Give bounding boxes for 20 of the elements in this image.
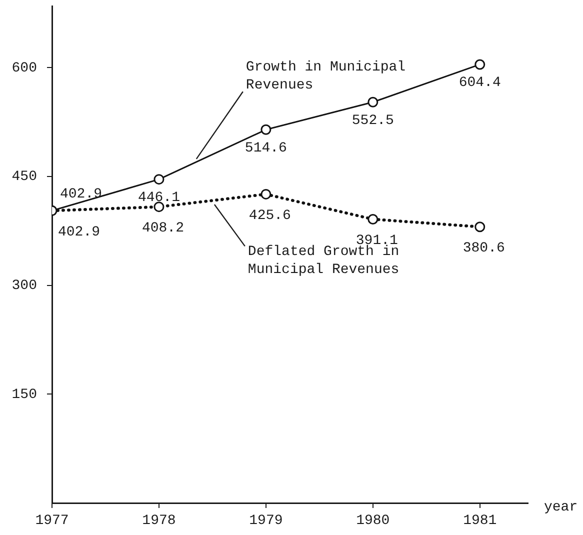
y-tick-label: 300 xyxy=(12,278,37,294)
data-label: 514.6 xyxy=(244,140,287,156)
data-label: 552.5 xyxy=(352,112,394,129)
series-label: Growth in Municipal Revenues xyxy=(246,59,406,94)
x-tick-label: 1979 xyxy=(249,513,283,530)
data-label: 604.4 xyxy=(458,75,501,92)
x-axis-title: year xyxy=(544,500,578,516)
data-label: 408.2 xyxy=(142,220,184,237)
data-label: 402.9 xyxy=(60,186,102,202)
x-tick-label: 1981 xyxy=(463,513,497,530)
x-tick-label: 1978 xyxy=(142,513,176,530)
data-label: 446.1 xyxy=(138,190,180,206)
x-tick-label: 1980 xyxy=(356,513,390,530)
data-label: 380.6 xyxy=(462,240,505,257)
y-tick-label: 450 xyxy=(12,169,37,186)
x-tick-label: 1977 xyxy=(35,513,69,530)
data-label: 425.6 xyxy=(248,208,291,224)
y-tick-label: 600 xyxy=(12,60,37,76)
data-label: 402.9 xyxy=(58,224,100,240)
y-tick-label: 150 xyxy=(12,386,37,403)
